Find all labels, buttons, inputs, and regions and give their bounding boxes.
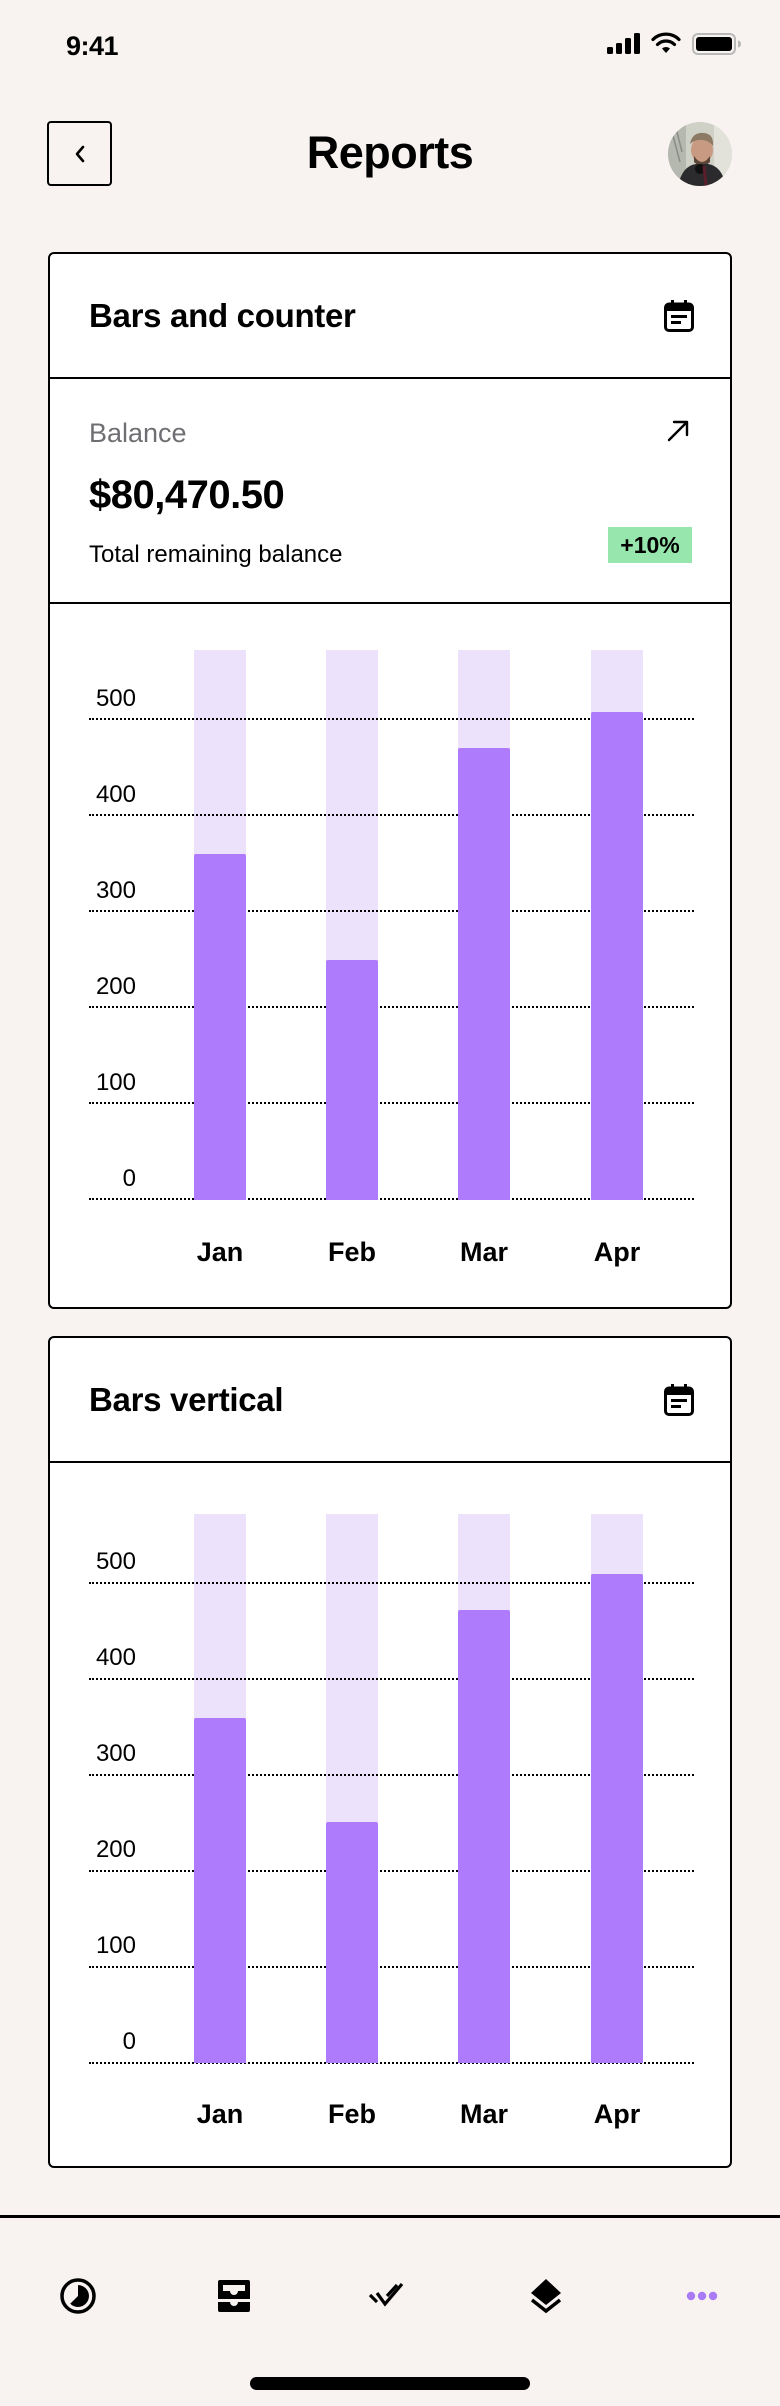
nav-item-tasks[interactable] xyxy=(360,2274,420,2318)
avatar-photo xyxy=(668,122,732,186)
home-indicator xyxy=(250,2377,530,2390)
balance-section: Balance $80,470.50 Total remaining balan… xyxy=(50,379,730,604)
bar-mar[interactable] xyxy=(458,1610,510,2063)
bar-mar[interactable] xyxy=(458,748,510,1200)
x-label: Apr xyxy=(593,1237,641,1267)
gridline xyxy=(89,1966,694,1968)
change-badge: +10% xyxy=(608,527,692,563)
bar-chart: 500 400 300 200 100 0 Jan Feb Mar Apr xyxy=(50,1338,730,2166)
balance-amount: $80,470.50 xyxy=(89,473,285,517)
y-tick: 500 xyxy=(95,685,136,712)
x-label: Feb xyxy=(327,1237,376,1267)
double-check-icon xyxy=(368,2282,404,2307)
y-tick: 200 xyxy=(95,1836,136,1863)
gridline xyxy=(89,910,694,912)
bar-jan[interactable] xyxy=(194,854,246,1200)
nav-item-layers[interactable] xyxy=(516,2274,576,2318)
y-tick: 200 xyxy=(95,973,136,1000)
card-header: Bars and counter xyxy=(50,254,730,379)
bars-and-counter-card: Bars and counter Balance $80,470.50 Tota… xyxy=(48,252,732,1309)
card-title: Bars vertical xyxy=(89,1381,284,1418)
gridline xyxy=(89,718,694,720)
layers-icon xyxy=(530,2279,562,2314)
status-time: 9:41 xyxy=(66,31,119,61)
cellular-signal-icon xyxy=(607,33,640,54)
bottom-nav xyxy=(0,2215,780,2406)
y-tick: 300 xyxy=(95,1740,136,1767)
bar-chart: 500 400 300 200 100 0 Jan Feb Mar Apr xyxy=(50,254,730,1307)
card-header: Bars vertical xyxy=(50,1338,730,1463)
gridline xyxy=(89,814,694,816)
gridline xyxy=(89,1678,694,1680)
calendar-icon[interactable] xyxy=(664,300,694,332)
y-tick: 500 xyxy=(95,1548,136,1575)
balance-label: Balance xyxy=(89,418,187,448)
arrow-up-right-icon[interactable] xyxy=(666,419,690,443)
calendar-icon[interactable] xyxy=(664,1384,694,1416)
gridline xyxy=(89,1006,694,1008)
bar-feb[interactable] xyxy=(326,1822,378,2063)
nav-item-more[interactable] xyxy=(672,2274,732,2318)
y-tick: 300 xyxy=(95,877,136,904)
x-label: Jan xyxy=(196,1237,244,1267)
gridline xyxy=(89,1774,694,1776)
bar-apr[interactable] xyxy=(591,1574,643,2063)
y-tick: 400 xyxy=(95,781,136,808)
nav-item-reports[interactable] xyxy=(48,2274,108,2318)
more-dots-icon xyxy=(686,2291,718,2301)
gridline xyxy=(89,2062,694,2064)
gridline xyxy=(89,1870,694,1872)
wifi-icon xyxy=(651,32,681,53)
balance-subtitle: Total remaining balance xyxy=(89,541,343,568)
bar-apr[interactable] xyxy=(591,712,643,1200)
x-label: Jan xyxy=(196,2099,244,2129)
card-title: Bars and counter xyxy=(89,297,356,334)
bars-vertical-card: Bars vertical 500 400 300 200 100 0 xyxy=(48,1336,732,2168)
bar-feb[interactable] xyxy=(326,960,378,1200)
x-label: Mar xyxy=(459,2099,508,2129)
page-title: Reports xyxy=(306,127,474,178)
battery-icon xyxy=(692,33,741,55)
x-label: Feb xyxy=(327,2099,376,2129)
bar-jan[interactable] xyxy=(194,1718,246,2063)
y-tick: 0 xyxy=(122,2028,136,2055)
x-label: Apr xyxy=(593,2099,641,2129)
user-avatar[interactable] xyxy=(668,122,732,186)
y-tick: 100 xyxy=(95,1932,136,1959)
y-tick: 0 xyxy=(122,1165,136,1192)
gridline xyxy=(89,1198,694,1200)
nav-item-inbox[interactable] xyxy=(204,2274,264,2318)
back-button[interactable] xyxy=(47,121,112,186)
y-tick: 100 xyxy=(95,1069,136,1096)
y-tick: 400 xyxy=(95,1644,136,1671)
x-label: Mar xyxy=(459,1237,508,1267)
gridline xyxy=(89,1582,694,1584)
gridline xyxy=(89,1102,694,1104)
chevron-left-icon xyxy=(75,145,84,162)
pie-chart-icon xyxy=(60,2278,96,2314)
inbox-icon xyxy=(218,2280,250,2312)
